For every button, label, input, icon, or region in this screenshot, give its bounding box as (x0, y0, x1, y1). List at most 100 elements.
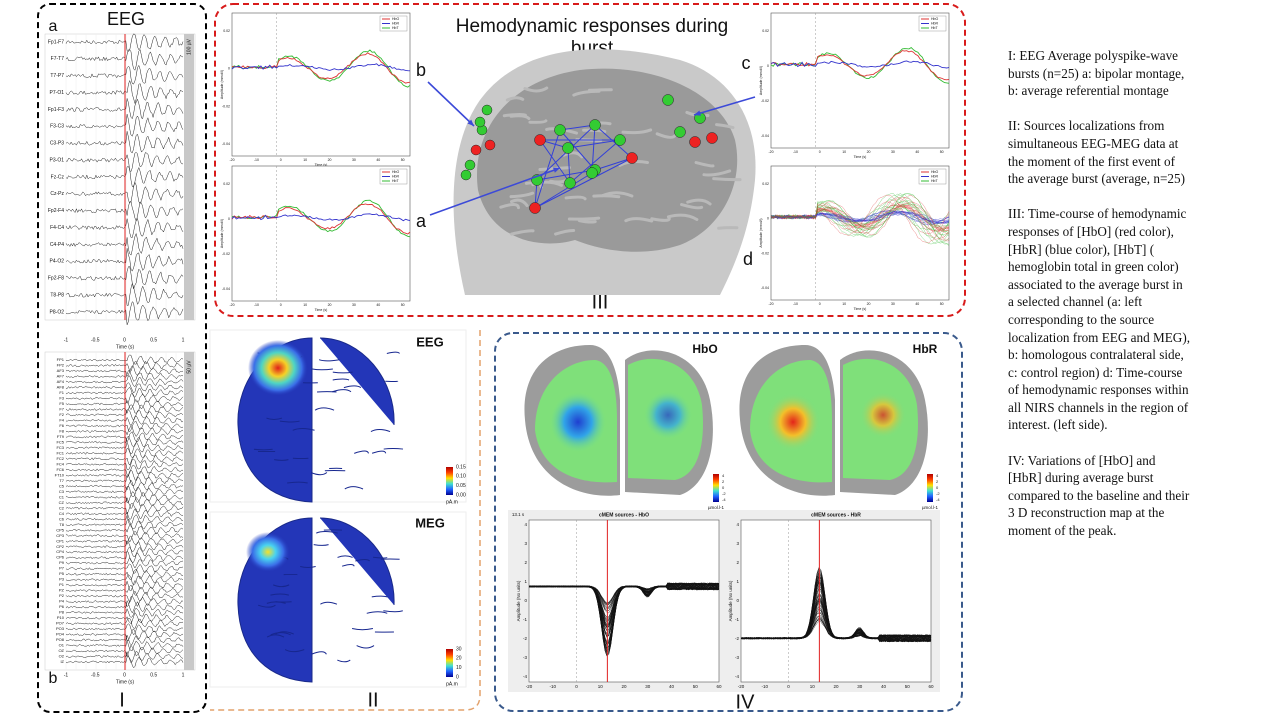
x-tick-label: 50 (401, 158, 405, 162)
legend-label: HbO (931, 170, 938, 174)
gyrus (502, 113, 527, 118)
x-tick-label: 20 (867, 302, 871, 306)
plot-frame (231, 165, 411, 302)
legend-label: HbR (931, 174, 938, 178)
colorbar (713, 474, 719, 502)
panel-frame (494, 332, 963, 712)
gyrus (274, 459, 289, 461)
channel-label: FC4 (56, 461, 64, 466)
colorbar-unit: pA.m (446, 499, 458, 505)
channel-label: P4 (59, 599, 65, 604)
gyrus (257, 604, 276, 608)
y-tick-label: 4 (736, 522, 739, 527)
gyrus (564, 195, 587, 201)
y-tick-label: -3 (735, 655, 739, 660)
optode (586, 167, 598, 179)
channel-label: P10 (57, 615, 65, 620)
optode (706, 132, 718, 144)
x-tick-label: 40 (376, 303, 380, 307)
channel-label: FT10 (55, 472, 65, 477)
channel-label: P6 (59, 604, 65, 609)
source-trace (740, 593, 932, 642)
channel-label: P7-O1 (50, 90, 65, 96)
optode (464, 159, 476, 171)
panel-frame (210, 330, 481, 711)
gyrus (702, 169, 732, 177)
x-tick-label: 40 (881, 684, 887, 689)
gyrus (509, 198, 529, 208)
connection (567, 139, 621, 149)
label: MEG (415, 515, 445, 530)
channel-label: Fz-Cz (51, 174, 65, 180)
y-tick-label: 0.02 (762, 182, 769, 186)
legend-label: HbR (392, 174, 399, 178)
channel-label: F7-T7 (51, 56, 65, 62)
figure: EEG a b I 100 µV Fp1-F7 F7-T7 T7-P7 P7-O1 Fp1-F3 F… (37, 3, 966, 713)
connection (534, 157, 633, 209)
optode (470, 144, 482, 156)
gyrus (292, 428, 315, 431)
x-tick-label: -10 (254, 158, 259, 162)
optode (460, 169, 472, 181)
activation (859, 391, 907, 439)
y-tick-label: -4 (735, 674, 739, 679)
source-trace (740, 598, 932, 643)
channel-label: Fp1-F7 (48, 39, 64, 45)
hemo-trace (770, 210, 950, 224)
activation (248, 340, 308, 396)
channel-label: F5 (59, 401, 64, 406)
legend-label: HbR (392, 21, 399, 25)
optode (564, 177, 576, 189)
plot-title: cMEM sources - HbO (599, 512, 649, 518)
optode (689, 136, 701, 148)
gyrus (270, 632, 291, 636)
y-tick-label: 1 (524, 579, 527, 584)
gyrus (310, 472, 328, 476)
channel-label: IZ (60, 659, 64, 664)
x-axis-label: Time (s) (116, 679, 134, 685)
channel-label: PO7 (56, 621, 65, 626)
channel-label: CP1 (56, 538, 65, 543)
legend-label: HbT (392, 179, 399, 183)
optode (529, 202, 541, 214)
x-tick-label: -20 (229, 303, 234, 307)
channel-label: AF7 (57, 374, 65, 379)
x-tick-label: -0.5 (91, 337, 100, 343)
x-tick-label: -1 (64, 672, 69, 678)
connection (539, 139, 571, 184)
colorbar-tick: -2 (722, 491, 726, 496)
channel-label: PZ (59, 588, 65, 593)
channel-label: C3-P3 (50, 141, 64, 147)
gyrus (314, 407, 335, 411)
hemo-trace (770, 50, 950, 81)
gyrus (528, 119, 548, 124)
x-tick-label: 0 (123, 672, 126, 678)
y-tick-label: 0 (228, 67, 230, 71)
x-tick-label: 10 (810, 684, 816, 689)
channel-label: O1 (59, 643, 65, 648)
gyrus (715, 123, 735, 130)
x-axis-label: Time (s) (116, 344, 134, 350)
colorbar-unit: µmol.l-1 (922, 505, 939, 510)
channel-label: AF3 (57, 368, 65, 373)
panel-frame (214, 3, 966, 317)
colorbar-tick: 10 (456, 665, 462, 671)
gyrus (577, 219, 597, 224)
colorbar-tick: 0.05 (456, 483, 466, 489)
x-tick-label: 20 (833, 684, 839, 689)
channel-label: CP5 (56, 527, 65, 532)
channel-label: P7 (59, 566, 65, 571)
label: c (742, 53, 751, 73)
y-axis-label: Amplitude (mmol/l) (220, 219, 224, 248)
scale-bar (184, 34, 194, 320)
caption-paragraph: II: Sources localizations from simultane… (1008, 118, 1185, 187)
colorbar-tick: 0 (936, 485, 939, 490)
x-tick-label: 0 (575, 684, 578, 689)
gyrus (351, 628, 374, 631)
gyrus (266, 634, 285, 638)
channel-label: F3-C3 (50, 124, 64, 130)
gyrus (284, 649, 305, 653)
channel-label: P3-O1 (50, 157, 65, 163)
channel-label: CZ (59, 500, 65, 505)
y-tick-label: -0.02 (222, 104, 230, 108)
